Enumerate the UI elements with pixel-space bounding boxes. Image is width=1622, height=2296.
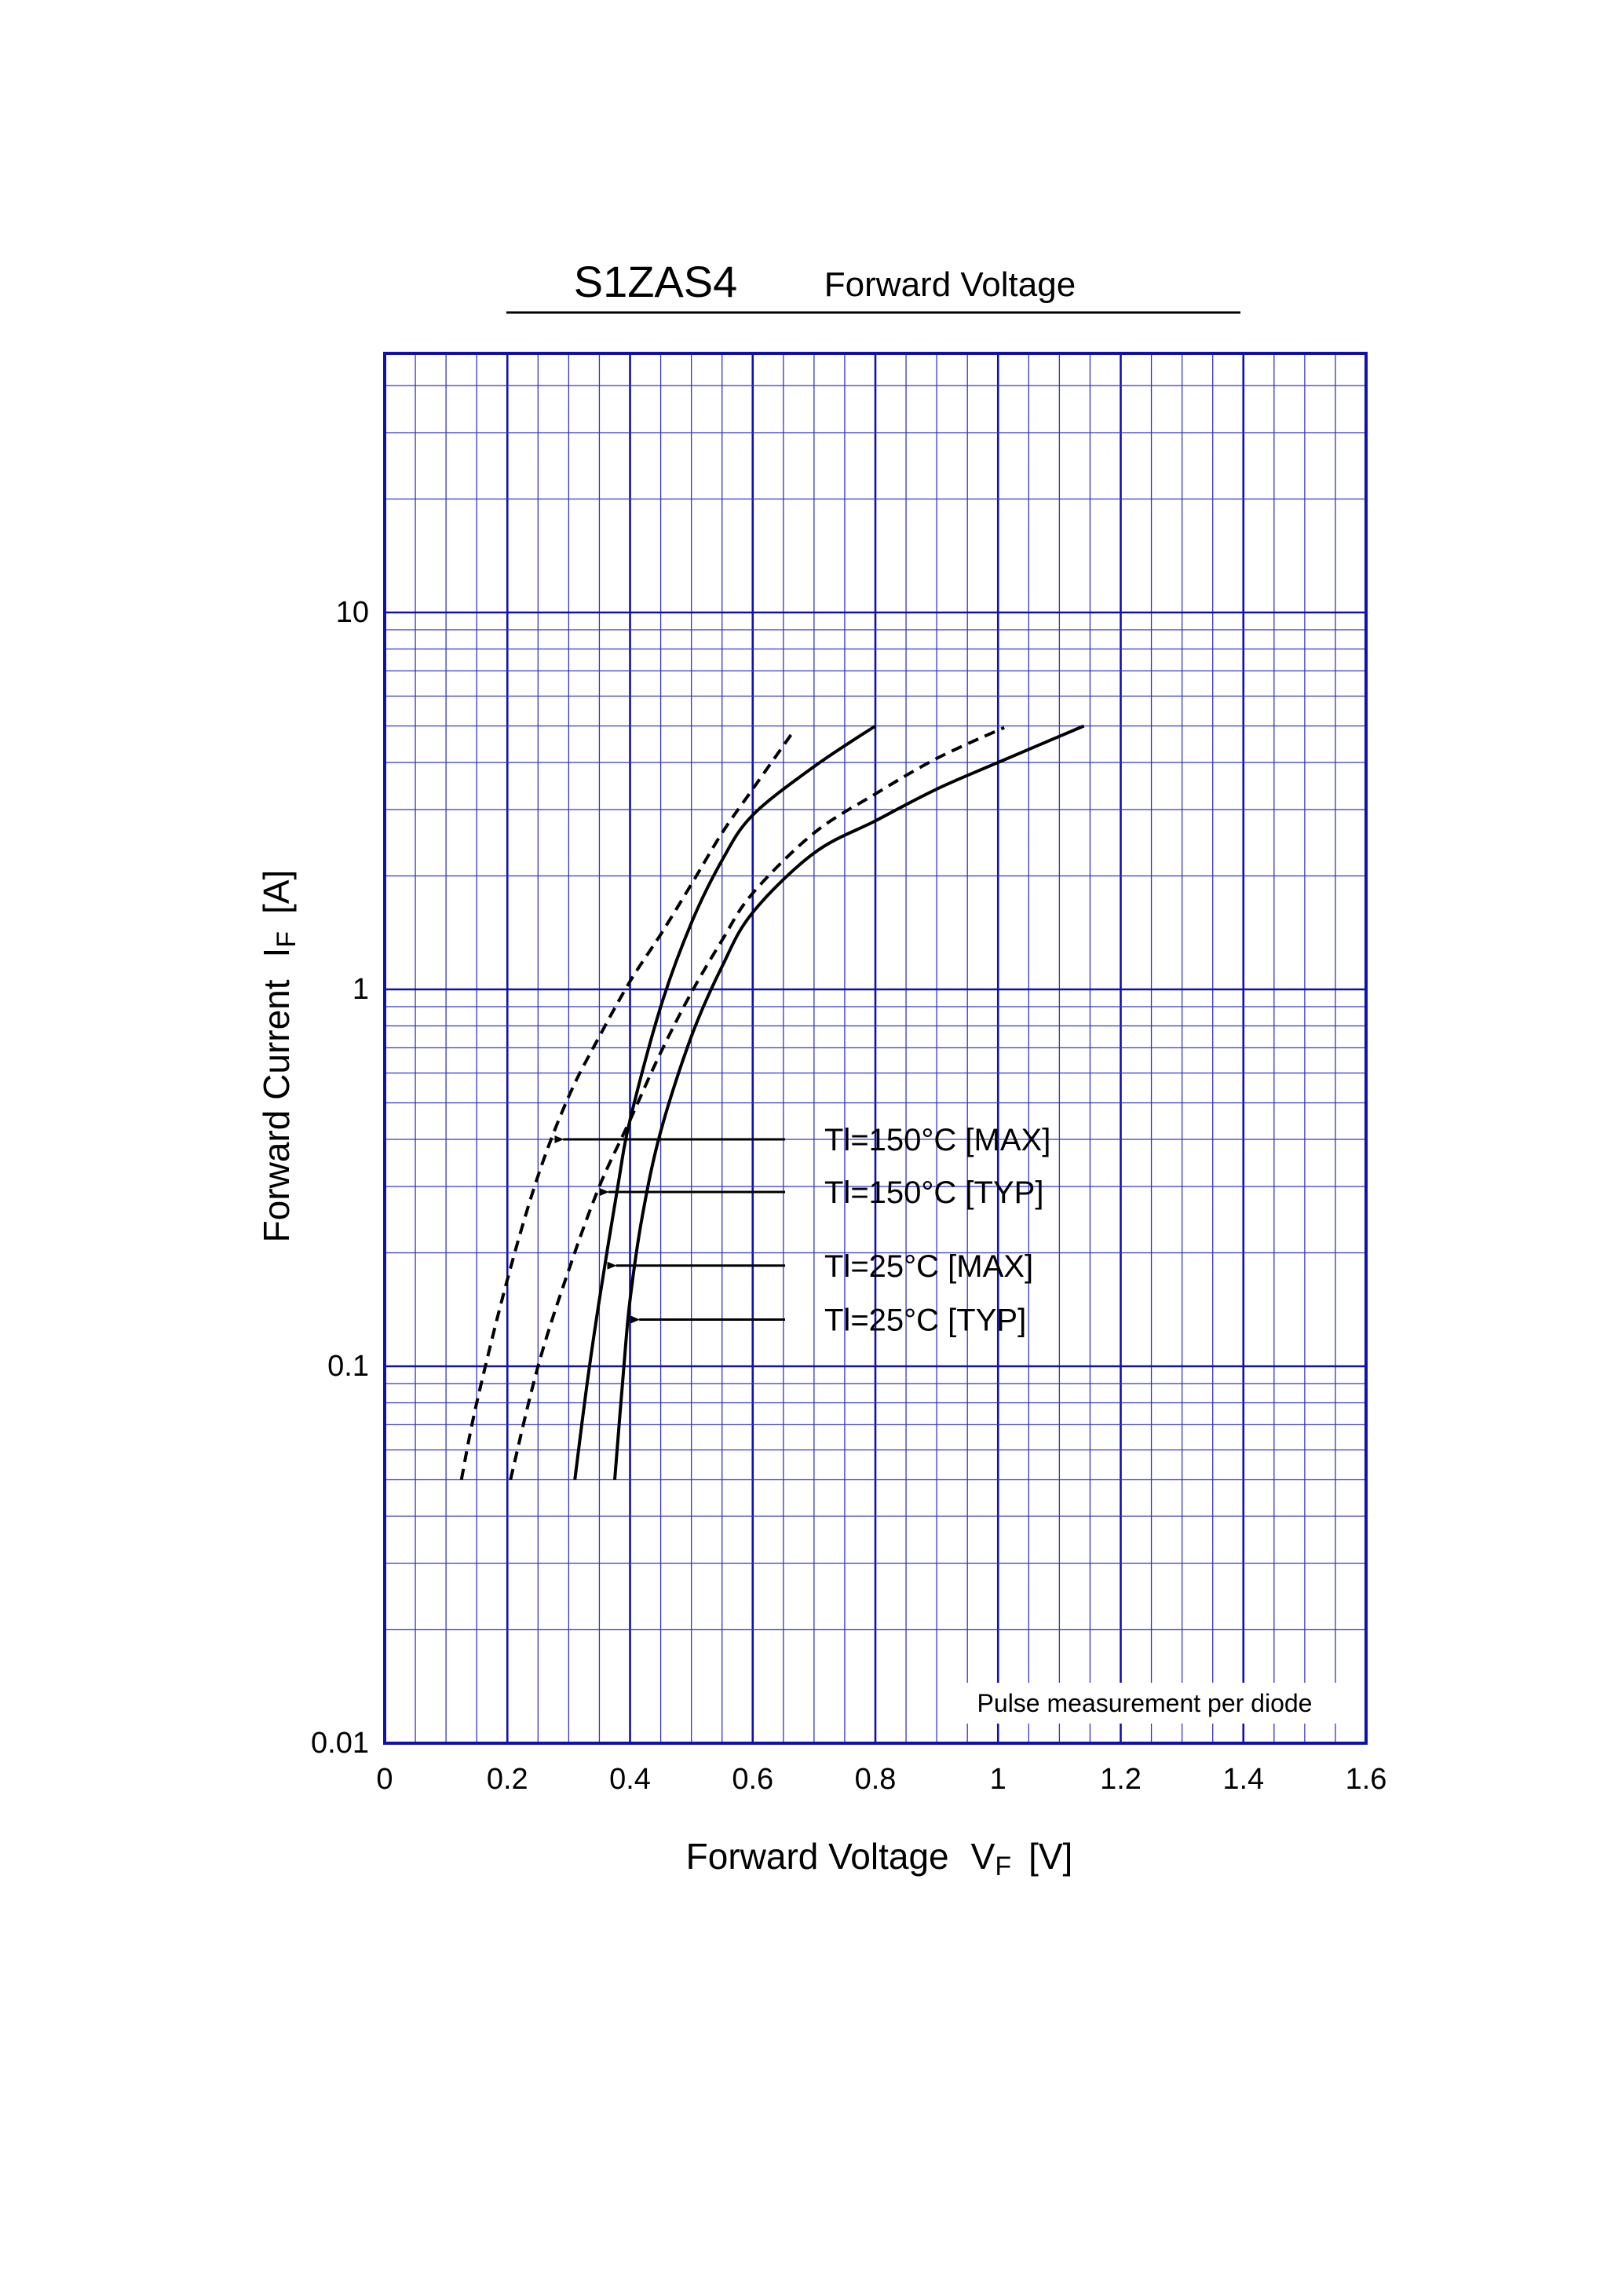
- x-tick-label: 0.4: [609, 1763, 651, 1796]
- x-tick-label: 1.6: [1346, 1763, 1387, 1796]
- x-tick-label: 1.2: [1100, 1763, 1142, 1796]
- annotation-label-4: Tl=25°C [TYP]: [824, 1303, 1026, 1338]
- chart-subtitle: Forward Voltage: [824, 265, 1076, 304]
- y-tick-label: 0.1: [327, 1350, 369, 1383]
- annotation-label-2: Tl=150°C [TYP]: [824, 1175, 1043, 1210]
- plot-frame: [383, 352, 1368, 1745]
- y-tick-label: 1: [353, 973, 369, 1006]
- x-tick-label: 0.8: [855, 1763, 897, 1796]
- annotation-label-1: Tl=150°C [MAX]: [824, 1123, 1050, 1157]
- x-axis-label-symbol: V: [971, 1836, 995, 1877]
- grid: [383, 353, 1368, 1745]
- annotations: Tl=150°C [MAX] Tl=150°C [TYP] Tl=25°C [MAX…: [554, 1123, 1050, 1338]
- series-curve-4: [613, 724, 1085, 1480]
- chart-title: S1ZAS4: [574, 257, 738, 306]
- y-axis-label-unit: [A]: [256, 870, 297, 914]
- y-axis-ticks: 0.01 0.1 1 10: [311, 596, 369, 1760]
- x-tick-label: 1.4: [1222, 1763, 1264, 1796]
- y-tick-label: 10: [336, 596, 369, 629]
- measurement-note: Pulse measurement per diode: [977, 1689, 1313, 1717]
- series-curve-1: [459, 731, 795, 1480]
- y-axis-label-main: Forward Current: [256, 979, 297, 1242]
- x-tick-label: 0.2: [487, 1763, 528, 1796]
- series-curve-3: [573, 724, 877, 1480]
- x-axis-label-main: Forward Voltage: [686, 1836, 949, 1877]
- series: [459, 724, 1085, 1480]
- x-axis-label-sub: F: [995, 1852, 1011, 1881]
- x-tick-label: 0.6: [732, 1763, 773, 1796]
- y-axis-label-symbol: I: [256, 948, 297, 958]
- x-tick-label: 1: [990, 1763, 1006, 1796]
- annotation-label-3: Tl=25°C [MAX]: [824, 1249, 1033, 1284]
- x-axis-label-unit: [V]: [1028, 1836, 1072, 1877]
- note-background: [946, 1683, 1343, 1724]
- series-curve-2: [509, 726, 1005, 1480]
- y-axis-label-sub: F: [272, 931, 301, 948]
- x-axis-ticks: 0 0.2 0.4 0.6 0.8 1 1.2 1.4 1.6: [376, 1763, 1386, 1796]
- y-tick-label: 0.01: [311, 1727, 369, 1760]
- x-tick-label: 0: [376, 1763, 393, 1796]
- y-axis-label: Forward Current IF [A]: [256, 870, 301, 1243]
- x-axis-label: Forward Voltage VF [V]: [686, 1836, 1073, 1881]
